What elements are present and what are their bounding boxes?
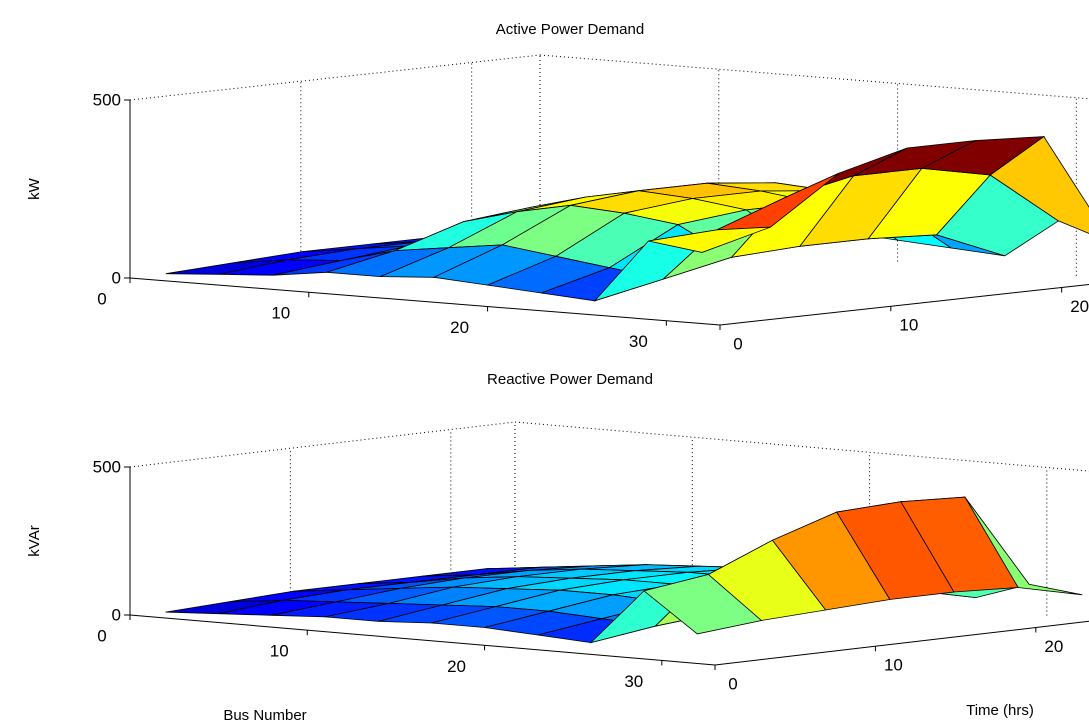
y-axis	[719, 283, 1089, 326]
box-edge	[129, 54, 541, 101]
x-axis-label: Bus Number	[223, 707, 306, 724]
z-axis-label: kW	[26, 177, 43, 200]
x-tick-label: 0	[97, 289, 106, 308]
box-edge	[129, 421, 516, 468]
x-tick-label: 10	[270, 642, 289, 661]
y-tick-label: 10	[884, 656, 903, 675]
z-tick-label: 0	[112, 605, 121, 624]
x-tick-label: 10	[271, 304, 290, 323]
x-tick-label: 20	[450, 318, 469, 337]
x-tick-label: 0	[97, 626, 106, 645]
x-axis	[129, 614, 716, 666]
y-axis-label: Time (hrs)	[966, 702, 1034, 719]
z-tick-label: 500	[93, 90, 121, 109]
chart-title: Active Power Demand	[496, 21, 644, 38]
y-tick-label: 0	[733, 334, 742, 353]
x-tick-label: 30	[629, 332, 648, 351]
y-tick-label: 20	[1070, 297, 1089, 316]
y-tick-label: 0	[728, 674, 737, 693]
x-axis	[129, 277, 721, 326]
chart-title: Reactive Power Demand	[487, 371, 653, 388]
x-tick-label: 30	[624, 672, 643, 691]
box-edge	[514, 421, 1089, 472]
z-axis-label: kVAr	[26, 525, 43, 556]
y-tick-label: 10	[899, 316, 918, 335]
y-axis	[714, 620, 1089, 666]
z-tick-label: 0	[112, 268, 121, 287]
surface-patch	[643, 574, 763, 635]
y-tick-label: 20	[1044, 637, 1063, 656]
box-edge	[539, 54, 1089, 100]
x-tick-label: 20	[447, 657, 466, 676]
surface-patch	[648, 226, 771, 253]
z-tick-label: 500	[93, 457, 121, 476]
